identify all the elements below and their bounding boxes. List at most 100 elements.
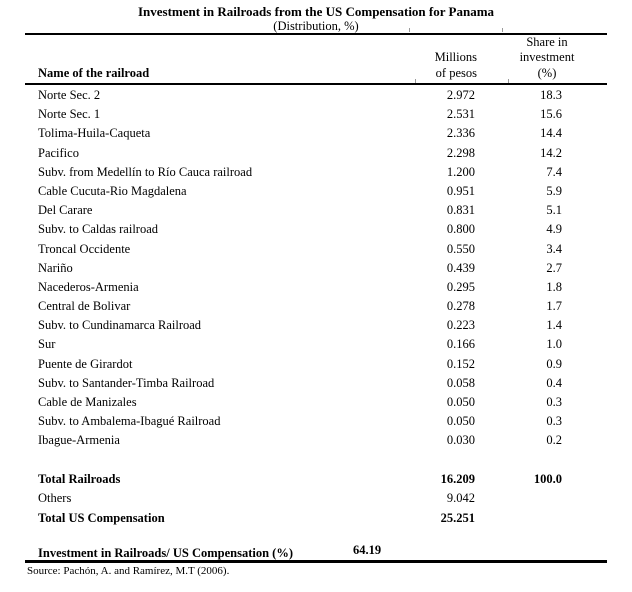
table-row: Subv. to Cundinamarca Railroad 0.223 1.4 — [25, 316, 607, 335]
railroad-name: Del Carare — [38, 203, 93, 218]
total-us-compensation-row: Total US Compensation 25.251 — [25, 509, 607, 529]
table-title: Investment in Railroads from the US Comp… — [137, 4, 495, 19]
header-millions-of-pesos: Millions of pesos — [434, 50, 477, 80]
table-row: Ibague-Armenia 0.030 0.2 — [25, 431, 607, 450]
railroad-name: Tolima-Huila-Caqueta — [38, 126, 151, 141]
table-row: Nacederos-Armenia 0.295 1.8 — [25, 278, 607, 297]
table-row: Subv. to Ambalema-Ibagué Railroad 0.050 … — [25, 412, 607, 431]
millions-value: 0.951 — [446, 183, 475, 198]
table-row: Tolima-Huila-Caqueta 2.336 14.4 — [25, 124, 607, 143]
millions-value: 0.439 — [446, 260, 475, 275]
total-railroads-value: 16.209 — [440, 471, 475, 486]
millions-value: 2.531 — [446, 107, 475, 122]
millions-value: 1.200 — [446, 164, 475, 179]
investment-ratio-value: 64.19 — [353, 543, 382, 558]
railroad-name: Nacederos-Armenia — [38, 279, 139, 294]
railroad-name: Norte Sec. 2 — [38, 88, 101, 102]
millions-value: 2.972 — [446, 88, 475, 102]
railroad-name: Puente de Girardot — [38, 356, 133, 371]
header-name-of-railroad: Name of the railroad — [38, 65, 150, 80]
share-value: 1.0 — [546, 337, 562, 352]
share-value: 0.2 — [546, 433, 562, 448]
millions-value: 0.030 — [446, 433, 475, 448]
column-divider-tick — [502, 28, 503, 32]
share-value: 15.6 — [540, 107, 562, 122]
share-value: 0.9 — [546, 356, 562, 371]
column-divider-tick — [508, 79, 509, 83]
table-row: Subv. from Medellín to Río Cauca railroa… — [25, 163, 607, 182]
table-row: Del Carare 0.831 5.1 — [25, 201, 607, 220]
column-divider-tick — [415, 79, 416, 83]
others-row: Others 9.042 — [25, 489, 607, 509]
investment-ratio-label: Investment in Railroads/ US Compensation… — [38, 546, 293, 561]
blank-spacer — [25, 451, 607, 470]
total-railroads-row: Total Railroads 16.209 100.0 — [25, 470, 607, 490]
railroad-name: Sur — [38, 337, 56, 352]
total-us-compensation-share — [505, 509, 607, 529]
millions-value: 2.298 — [446, 145, 475, 160]
source-note: Source: Pachón, A. and Ramírez, M.T (200… — [27, 565, 230, 578]
table-row: Norte Sec. 2 2.972 18.3 — [25, 86, 607, 105]
table-subtitle: (Distribution, %) — [273, 19, 359, 33]
column-divider-tick — [409, 28, 410, 32]
table-row: Subv. to Caldas railroad 0.800 4.9 — [25, 220, 607, 239]
railroad-name: Cable Cucuta-Rio Magdalena — [38, 183, 187, 198]
table-body: Norte Sec. 2 2.972 18.3 Norte Sec. 1 2.5… — [25, 85, 607, 451]
total-railroads-label: Total Railroads — [38, 471, 121, 486]
railroad-name: Norte Sec. 1 — [38, 107, 101, 122]
share-value: 3.4 — [546, 241, 562, 256]
railroad-name: Cable de Manizales — [38, 395, 137, 409]
table-row: Troncal Occidente 0.550 3.4 — [25, 240, 607, 259]
railroad-name: Subv. to Caldas railroad — [38, 222, 159, 237]
railroads-table: Name of the railroad Millions of pesos S… — [25, 28, 607, 564]
totals-section: Total Railroads 16.209 100.0 Others 9.04… — [25, 470, 607, 529]
share-value: 0.3 — [546, 414, 562, 429]
railroad-name: Troncal Occidente — [38, 241, 131, 256]
railroad-name: Ibague-Armenia — [38, 433, 120, 448]
railroad-name: Subv. to Santander-Timba Railroad — [38, 375, 215, 390]
table-row: Pacifico 2.298 14.2 — [25, 144, 607, 163]
millions-value: 0.050 — [446, 395, 475, 409]
table-row: Sur 0.166 1.0 — [25, 335, 607, 354]
millions-value: 0.550 — [446, 241, 475, 256]
table-header-row: Name of the railroad Millions of pesos S… — [25, 28, 607, 85]
share-value: 18.3 — [540, 88, 562, 102]
share-value: 14.4 — [540, 126, 562, 141]
table-row: Cable Cucuta-Rio Magdalena 0.951 5.9 — [25, 182, 607, 201]
millions-value: 0.050 — [446, 414, 475, 429]
others-label: Others — [38, 491, 72, 506]
total-railroads-share: 100.0 — [533, 471, 562, 486]
millions-value: 0.166 — [446, 337, 475, 352]
millions-value: 0.831 — [446, 203, 475, 218]
table-row: Central de Bolivar 0.278 1.7 — [25, 297, 607, 316]
millions-value: 0.223 — [446, 318, 475, 333]
railroad-name: Pacifico — [38, 145, 79, 160]
share-value: 5.1 — [546, 203, 562, 218]
share-value: 14.2 — [540, 145, 562, 160]
share-value: 0.4 — [546, 375, 562, 390]
railroad-name: Nariño — [38, 260, 73, 275]
table-row: Puente de Girardot 0.152 0.9 — [25, 355, 607, 374]
railroad-name: Subv. to Cundinamarca Railroad — [38, 318, 202, 333]
share-value: 1.4 — [546, 318, 562, 333]
railroad-name: Subv. to Ambalema-Ibagué Railroad — [38, 414, 221, 429]
share-value: 0.3 — [546, 395, 562, 409]
millions-value: 2.336 — [446, 126, 475, 141]
table-row: Subv. to Santander-Timba Railroad 0.058 … — [25, 374, 607, 393]
railroad-name: Subv. from Medellín to Río Cauca railroa… — [38, 164, 253, 179]
millions-value: 0.295 — [446, 279, 475, 294]
total-us-compensation-label: Total US Compensation — [38, 510, 165, 525]
railroad-name: Central de Bolivar — [38, 299, 131, 314]
table-row: Norte Sec. 1 2.531 15.6 — [25, 105, 607, 124]
share-value: 5.9 — [546, 183, 562, 198]
share-value: 7.4 — [546, 164, 562, 179]
millions-value: 0.800 — [446, 222, 475, 237]
investment-ratio-row: Investment in Railroads/ US Compensation… — [25, 543, 607, 564]
table-row: Nariño 0.439 2.7 — [25, 259, 607, 278]
blank-spacer — [25, 528, 607, 544]
others-value: 9.042 — [446, 491, 475, 506]
millions-value: 0.058 — [446, 375, 475, 390]
total-us-compensation-value: 25.251 — [440, 510, 475, 525]
millions-value: 0.152 — [446, 356, 475, 371]
